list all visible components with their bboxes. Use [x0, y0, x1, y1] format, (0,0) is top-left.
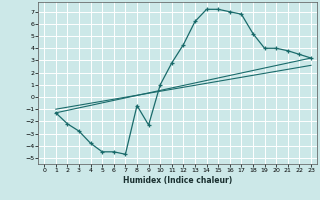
X-axis label: Humidex (Indice chaleur): Humidex (Indice chaleur): [123, 176, 232, 185]
